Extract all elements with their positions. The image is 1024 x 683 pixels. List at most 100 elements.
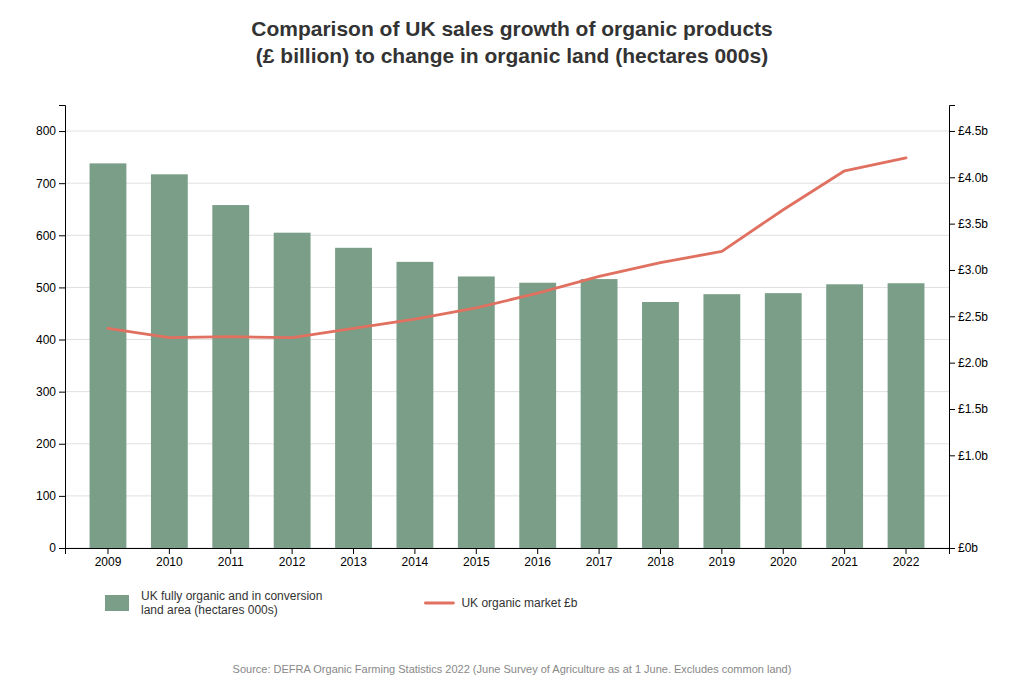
tick-mark: [107, 548, 108, 554]
axis-line: [950, 106, 956, 549]
legend-swatch: [105, 595, 129, 611]
bar: [335, 248, 372, 548]
tick-label: 200: [36, 437, 56, 451]
tick: £2.5b: [949, 310, 988, 324]
tick-mark: [59, 131, 65, 132]
tick-mark: [949, 224, 955, 225]
tick: £3.5b: [949, 217, 988, 231]
tick: 2019: [709, 548, 736, 569]
tick-mark: [949, 548, 955, 549]
y-axis: 0100200300400500600700800: [36, 106, 66, 556]
plot-area: [90, 158, 925, 548]
tick-mark: [949, 131, 955, 132]
tick: £1.0b: [949, 449, 988, 463]
tick: £4.0b: [949, 171, 988, 185]
tick-mark: [783, 548, 784, 554]
tick-label: 2009: [95, 555, 122, 569]
tick: 2016: [524, 548, 551, 569]
x-axis: 2009 2010 2011 2012 2013 2014 2015 2016 2017 2018…: [66, 548, 950, 569]
tick: 2010: [156, 548, 183, 569]
grid-line: [65, 443, 949, 444]
tick-mark: [906, 548, 907, 554]
tick: 2020: [770, 548, 797, 569]
legend-label: UK organic market £b: [461, 596, 577, 610]
tick-label: 2013: [340, 555, 367, 569]
bar: [642, 302, 679, 548]
tick-mark: [59, 183, 65, 184]
tick: 0: [49, 541, 65, 555]
tick-label: 2012: [279, 555, 306, 569]
tick-label: £0b: [958, 541, 978, 555]
bar: [888, 283, 925, 548]
tick: 2013: [340, 548, 367, 569]
axis-line: [59, 106, 66, 549]
tick-label: 700: [36, 177, 56, 191]
bar: [151, 174, 188, 548]
tick-label: 2015: [463, 555, 490, 569]
tick-label: £4.0b: [958, 171, 988, 185]
tick-label: 2011: [218, 555, 244, 569]
legend: UK fully organic and in conversionland a…: [105, 589, 578, 617]
tick-label: 2014: [402, 555, 429, 569]
tick: £3.0b: [949, 263, 988, 277]
bar: [397, 262, 434, 548]
tick-mark: [476, 548, 477, 554]
bar: [826, 284, 863, 548]
tick-mark: [59, 235, 65, 236]
bar: [212, 205, 249, 548]
tick: 500: [36, 281, 65, 295]
tick: 700: [36, 177, 65, 191]
tick-label: 2018: [647, 555, 674, 569]
tick: £4.5b: [949, 124, 988, 138]
tick-mark: [59, 444, 65, 445]
tick: £2.0b: [949, 356, 988, 370]
tick-label: 0: [49, 541, 56, 555]
tick: 2017: [586, 548, 613, 569]
bar: [703, 294, 740, 548]
grid: [65, 131, 949, 548]
tick-label: £1.0b: [958, 449, 988, 463]
annotation: Source: DEFRA Organic Farming Statistics…: [233, 663, 792, 675]
line: [108, 158, 906, 338]
grid-line: [65, 391, 949, 392]
tick-label: 800: [36, 124, 56, 138]
y2-axis: £0b£1.0b£1.5b£2.0b£2.5b£3.0b£3.5b£4.0b£4…: [949, 106, 988, 556]
tick: 2011: [218, 548, 244, 569]
tick-label: 2017: [586, 555, 613, 569]
tick-mark: [169, 548, 170, 554]
tick: 2012: [279, 548, 306, 569]
tick: 2018: [647, 548, 674, 569]
bar: [519, 283, 556, 548]
tick-label: 300: [36, 385, 56, 399]
tick-label: £2.5b: [958, 310, 988, 324]
tick: 600: [36, 229, 65, 243]
tick-mark: [599, 548, 600, 554]
tick-label: 2010: [156, 555, 183, 569]
tick: 200: [36, 437, 65, 451]
bar: [581, 279, 618, 548]
bar: [90, 163, 127, 548]
grid-line: [65, 495, 949, 496]
tick: 800: [36, 124, 65, 138]
tick: 2022: [893, 548, 920, 569]
grid-line: [65, 287, 949, 288]
tick-mark: [844, 548, 845, 554]
tick-mark: [59, 340, 65, 341]
tick-mark: [230, 548, 231, 554]
tick-label: £3.0b: [958, 263, 988, 277]
tick-label: 500: [36, 281, 56, 295]
bar: [458, 276, 495, 548]
bar: [765, 293, 802, 548]
bar-series: [90, 163, 925, 548]
grid-line: [65, 131, 949, 132]
tick-mark: [949, 455, 955, 456]
tick-label: £3.5b: [958, 217, 988, 231]
legend-item: UK organic market £b: [425, 596, 577, 610]
tick-label: £2.0b: [958, 356, 988, 370]
tick-mark: [660, 548, 661, 554]
tick-mark: [414, 548, 415, 554]
tick-label: 2016: [524, 555, 551, 569]
tick: £0b: [949, 541, 978, 555]
tick: 2014: [402, 548, 429, 569]
tick: 2009: [95, 548, 122, 569]
